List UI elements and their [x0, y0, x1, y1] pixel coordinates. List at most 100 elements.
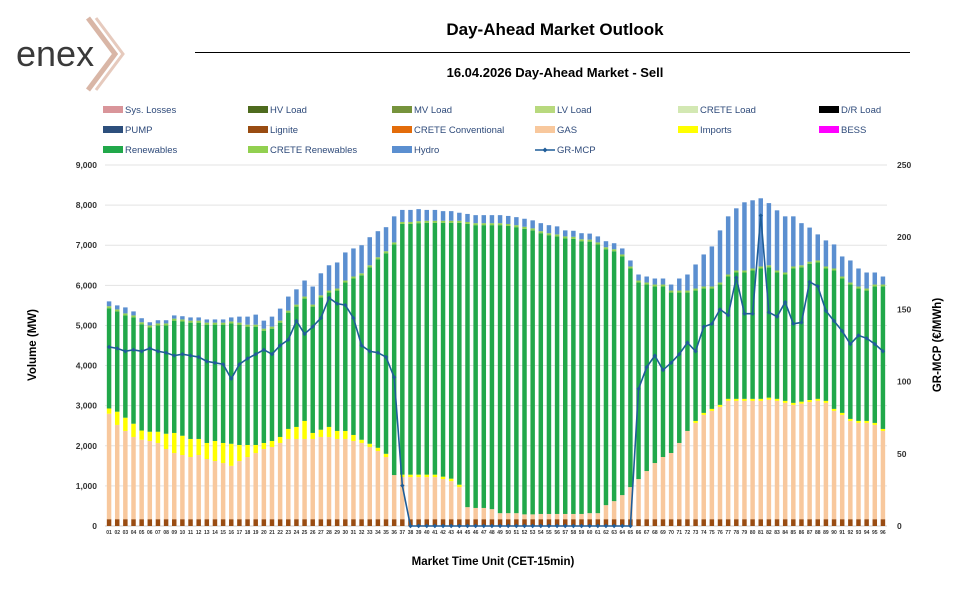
- bar-segment: [155, 442, 161, 520]
- gr-mcp-point: [644, 364, 649, 370]
- bar-segment: [571, 230, 576, 237]
- bar-segment: [180, 519, 185, 526]
- bar-segment: [489, 519, 495, 526]
- x-tick-label: 09: [171, 530, 177, 536]
- bar-segment: [848, 284, 853, 419]
- gr-mcp-markers: [106, 213, 886, 529]
- bar-segment: [261, 519, 267, 526]
- bar-segment: [318, 297, 324, 430]
- bar-segment: [416, 474, 421, 478]
- bar-segment: [530, 514, 535, 520]
- logo-wordmark: enex: [16, 33, 94, 74]
- gr-mcp-point: [864, 336, 869, 341]
- bar-segment: [799, 401, 804, 404]
- bar-segment: [872, 422, 878, 425]
- bar-segment: [114, 309, 120, 312]
- bar-segment: [734, 519, 739, 526]
- bar-segment: [848, 282, 853, 285]
- bar-segment: [245, 457, 250, 520]
- x-tick-label: 76: [717, 530, 723, 536]
- gr-mcp-point: [782, 299, 788, 305]
- gr-mcp-point: [481, 523, 486, 529]
- bar-segment: [603, 247, 609, 250]
- legend-swatch: [248, 106, 268, 113]
- bar-segment: [465, 223, 470, 508]
- bar-segment: [750, 270, 755, 399]
- bar-segment: [457, 222, 462, 485]
- bar-segment: [693, 288, 698, 291]
- bar-segment: [554, 513, 560, 520]
- x-tick-label: 94: [864, 530, 870, 536]
- bar-segment: [872, 272, 878, 285]
- bar-segment: [171, 320, 177, 433]
- bar-segment: [237, 444, 242, 462]
- y2-tick-label: 250: [897, 160, 911, 170]
- bar-segment: [522, 226, 527, 229]
- gr-mcp-point: [172, 353, 177, 358]
- bar-segment: [286, 428, 291, 439]
- bar-segment: [334, 288, 340, 291]
- gr-mcp-point: [620, 523, 625, 529]
- bar-segment: [685, 290, 690, 293]
- bar-segment: [114, 305, 120, 310]
- legend-item: Renewables: [103, 145, 178, 156]
- bar-segment: [196, 438, 201, 456]
- bar-segment: [440, 479, 446, 520]
- bar-segment: [351, 434, 356, 441]
- y-tick-label: 8,000: [76, 200, 98, 210]
- bar-segment: [644, 284, 649, 472]
- bar-segment: [831, 519, 837, 526]
- x-tick-label: 43: [448, 530, 454, 536]
- bar-segment: [766, 519, 772, 526]
- x-tick-label: 49: [497, 530, 503, 536]
- bar-segment: [562, 238, 568, 514]
- bar-segment: [383, 453, 389, 458]
- bar-segment: [229, 323, 234, 444]
- bar-segment: [351, 519, 356, 526]
- title-divider: [195, 52, 910, 53]
- gr-mcp-point: [831, 318, 837, 324]
- bar-segment: [611, 519, 617, 526]
- bar-segment: [603, 519, 609, 526]
- bar-segment: [734, 270, 739, 273]
- bar-segment: [481, 223, 487, 226]
- bar-segment: [351, 276, 356, 279]
- gr-mcp-point: [766, 310, 772, 315]
- y2-tick-label: 200: [897, 232, 911, 242]
- bar-segment: [856, 268, 861, 287]
- bar-segment: [261, 320, 267, 329]
- bar-segment: [864, 420, 869, 423]
- bar-segment: [717, 230, 723, 283]
- x-tick-label: 33: [367, 530, 373, 536]
- bar-segment: [652, 286, 658, 464]
- legend-label: BESS: [841, 125, 866, 136]
- bar-segment: [791, 519, 796, 526]
- legend-label: Lignite: [270, 125, 298, 136]
- bar-segment: [579, 239, 584, 242]
- bar-segment: [334, 290, 340, 431]
- bar-segment: [693, 519, 698, 526]
- bar-segment: [546, 233, 552, 236]
- gr-mcp-point: [180, 351, 185, 357]
- bar-segment: [848, 519, 853, 526]
- bar-segment: [522, 218, 527, 227]
- bar-segment: [734, 208, 739, 271]
- bar-segment: [457, 519, 462, 526]
- x-tick-label: 78: [734, 530, 740, 536]
- bar-segment: [229, 317, 234, 322]
- bar-segment: [277, 442, 283, 520]
- bar-segment: [693, 422, 698, 520]
- bar-segment: [318, 295, 324, 298]
- bar-segment: [831, 244, 837, 269]
- x-tick-label: 91: [839, 530, 845, 536]
- legend-swatch: [392, 106, 412, 113]
- x-tick-label: 72: [685, 530, 691, 536]
- bar-segment: [375, 447, 381, 451]
- bar-segment: [497, 513, 503, 520]
- bar-segment: [261, 442, 267, 449]
- bar-segment: [147, 325, 153, 328]
- bar-segment: [562, 519, 568, 526]
- bar-segment: [424, 519, 430, 526]
- bar-segment: [514, 513, 519, 520]
- bar-segment: [188, 322, 193, 439]
